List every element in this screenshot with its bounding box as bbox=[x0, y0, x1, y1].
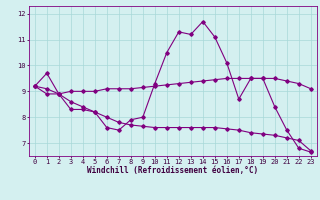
X-axis label: Windchill (Refroidissement éolien,°C): Windchill (Refroidissement éolien,°C) bbox=[87, 166, 258, 175]
